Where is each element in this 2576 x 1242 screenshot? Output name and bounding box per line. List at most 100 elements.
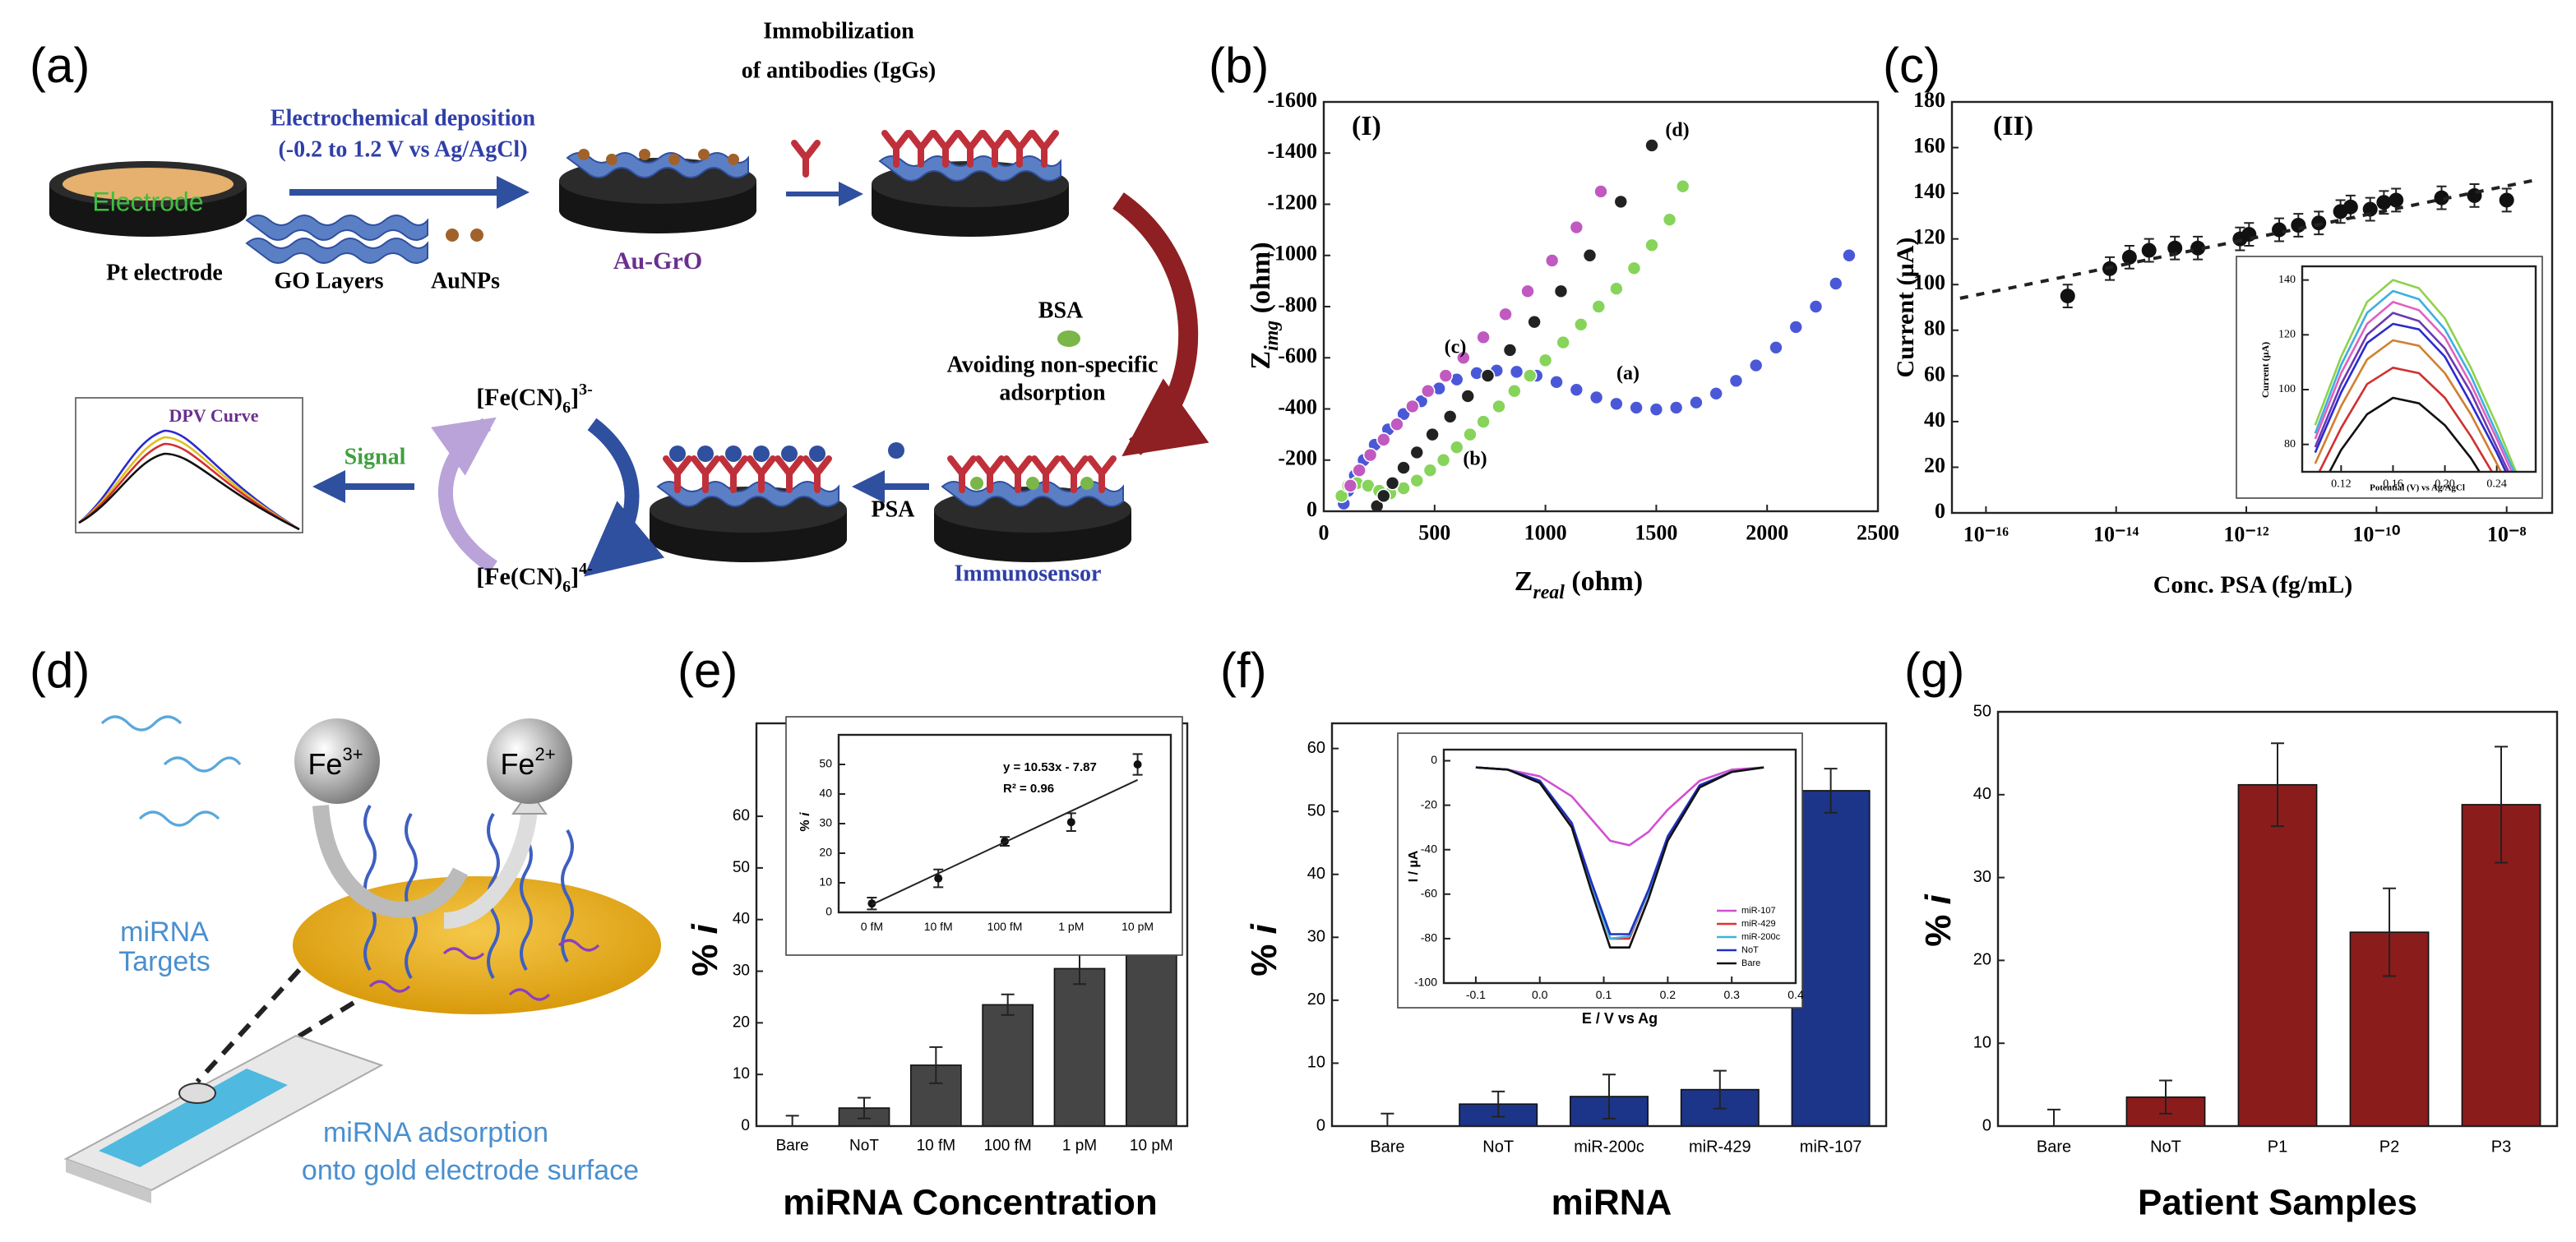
y-axis-label-part: % <box>798 816 812 832</box>
marks <box>1475 766 1764 949</box>
y-tick-label: 80 <box>2284 438 2296 450</box>
x-tick-label: P3 <box>2491 1138 2511 1156</box>
y-tick-label: 20 <box>1924 453 1945 477</box>
formula-part: [Fe(CN) <box>476 563 562 590</box>
aunp-label: AuNPs <box>431 268 500 293</box>
error-bar <box>785 1115 799 1126</box>
x-axis-label: Conc. PSA (fg/mL) <box>2153 571 2353 598</box>
point <box>1491 399 1506 414</box>
point <box>1748 358 1764 373</box>
y-tick-label: 160 <box>1913 134 1945 158</box>
point <box>2141 242 2157 258</box>
inset-frame <box>1397 732 1803 1009</box>
point <box>1369 498 1385 511</box>
y-tick-label: -200 <box>1278 446 1317 470</box>
point <box>1480 368 1496 383</box>
x-tick-label: 2000 <box>1746 521 1788 545</box>
point <box>934 874 943 883</box>
point <box>2362 201 2378 217</box>
y-tick-label: 50 <box>1973 702 1991 720</box>
point <box>1569 219 1584 235</box>
line <box>2314 301 2514 472</box>
redox-arrow <box>312 805 468 918</box>
x-tick-label: 10 pM <box>1130 1138 1173 1155</box>
point <box>1828 276 1843 291</box>
x-tick-label: 1000 <box>1524 521 1567 545</box>
y-tick-label: -1200 <box>1267 190 1317 214</box>
point <box>1549 375 1564 390</box>
arrow <box>584 418 665 577</box>
aunp-icon <box>446 229 459 242</box>
x-tick-label: 500 <box>1418 521 1450 545</box>
bar <box>2237 783 2318 1126</box>
x-tick-label: 100 fM <box>987 920 1023 933</box>
point <box>1438 368 1454 383</box>
y-tick-label: 40 <box>733 911 750 928</box>
x-axis-label: miRNA Concentration <box>783 1183 1158 1223</box>
point <box>1788 320 1804 335</box>
diagram-d: miRNA Targets Fe3+ Fe2+ miRNA adsorption… <box>63 715 661 1203</box>
point <box>1556 335 1570 350</box>
point <box>1569 382 1584 397</box>
y-tick-label: -80 <box>1421 931 1437 944</box>
series-label: (d) <box>1665 120 1689 141</box>
y-tick-label: -60 <box>1421 887 1437 900</box>
y-tick-label: 10 <box>1973 1033 1991 1051</box>
panel-label: (g) <box>1904 643 1964 698</box>
ion-part: 2+ <box>534 744 555 764</box>
fit-line <box>871 778 1139 906</box>
point <box>1573 316 1589 332</box>
point <box>2060 289 2075 304</box>
y-axis-label: Current (µA) <box>2259 342 2271 398</box>
y-axis-label-part: % <box>1918 904 1959 946</box>
point <box>1675 178 1690 194</box>
fe2-label: Fe2+ <box>500 744 555 780</box>
marks <box>1959 178 2538 308</box>
y-tick-label: 0 <box>1431 753 1437 766</box>
y-tick-label: 140 <box>1913 179 1945 203</box>
y-tick-label: -20 <box>1421 797 1437 810</box>
point <box>1405 399 1420 414</box>
marks <box>867 753 1143 911</box>
point <box>1662 212 1677 227</box>
point <box>2167 240 2183 256</box>
x-tick-label: 10⁻⁸ <box>2487 523 2527 547</box>
legend-label: miR-200c <box>1741 932 1781 942</box>
point <box>1409 473 1425 488</box>
error-bar <box>2495 746 2508 864</box>
plot-frame <box>1442 748 1797 985</box>
x-axis-label: Patient Samples <box>2138 1183 2417 1223</box>
go-layer-icon <box>246 215 428 241</box>
x-tick-label: 2500 <box>1857 521 1899 545</box>
point <box>2291 218 2306 233</box>
panel-label: (c) <box>1883 38 1940 93</box>
series-label: (c) <box>1445 337 1467 358</box>
formula-part: [Fe(CN) <box>476 384 562 411</box>
point <box>1689 395 1704 410</box>
point <box>1582 247 1598 263</box>
marks <box>2047 742 2541 1126</box>
x-tick-label: 10⁻¹⁴ <box>2093 523 2139 547</box>
line <box>2314 322 2508 472</box>
x-tick-label: 10⁻¹⁶ <box>1963 523 2009 547</box>
error-bar <box>929 1046 943 1084</box>
error-bar <box>1491 1090 1505 1118</box>
immobilization-label: Immobilization <box>763 18 914 44</box>
y-tick-label: 60 <box>733 807 750 824</box>
y-tick-label: 0 <box>1935 499 1945 523</box>
point <box>2389 192 2404 208</box>
point <box>1390 417 1404 432</box>
line <box>2328 396 2481 472</box>
immobilization-label: of antibodies (IgGs) <box>742 58 936 83</box>
formula-part: 3- <box>579 381 593 399</box>
au-gro-label: Au-GrO <box>613 247 702 275</box>
y-tick-label: 40 <box>1973 785 1991 803</box>
point <box>1066 818 1075 827</box>
point <box>2434 190 2449 205</box>
y-tick-label: -800 <box>1278 293 1317 316</box>
au-gro-electrode <box>559 149 756 233</box>
chart: 80 100 120 140 0.12 0.16 0.20 0.24 Potential (V)… <box>2236 256 2543 499</box>
y-tick-label: 30 <box>1307 928 1325 946</box>
line <box>2318 367 2494 472</box>
point <box>2190 240 2206 256</box>
